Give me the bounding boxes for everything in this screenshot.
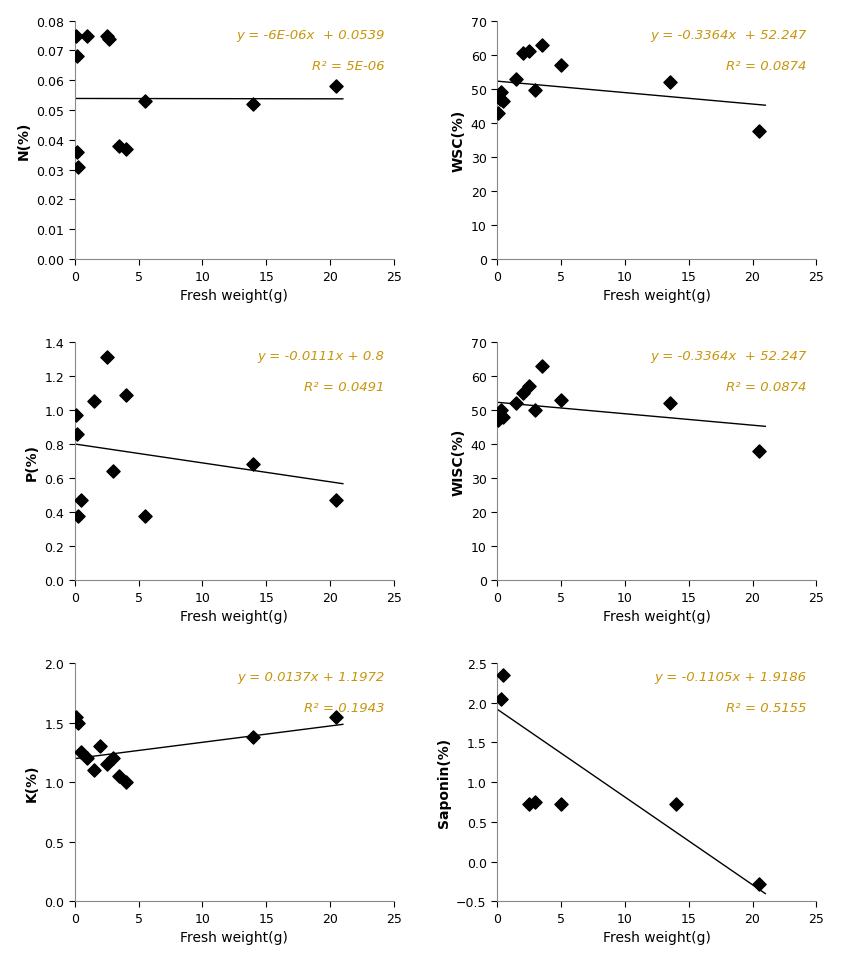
- Text: R² = 0.5155: R² = 0.5155: [727, 702, 807, 714]
- Y-axis label: P(%): P(%): [24, 443, 39, 480]
- Point: [492, 106, 505, 121]
- Point: [138, 508, 151, 524]
- Point: [535, 37, 548, 53]
- Point: [119, 775, 132, 790]
- Point: [535, 358, 548, 374]
- Point: [669, 797, 683, 812]
- Point: [119, 387, 132, 403]
- Point: [495, 86, 508, 101]
- X-axis label: Fresh weight(g): Fresh weight(g): [603, 930, 711, 945]
- Point: [71, 160, 85, 175]
- Point: [70, 50, 83, 65]
- Y-axis label: WSC(%): WSC(%): [451, 110, 465, 172]
- Point: [529, 795, 542, 810]
- Point: [69, 709, 82, 725]
- Point: [497, 409, 510, 425]
- Point: [103, 32, 116, 47]
- Point: [113, 769, 126, 784]
- Point: [492, 413, 505, 429]
- Point: [522, 44, 536, 60]
- Point: [81, 751, 94, 766]
- Point: [510, 396, 523, 411]
- Point: [81, 29, 94, 44]
- Point: [510, 72, 523, 87]
- X-axis label: Fresh weight(g): Fresh weight(g): [180, 288, 288, 303]
- Point: [87, 394, 101, 409]
- Point: [554, 393, 568, 408]
- Point: [71, 715, 85, 730]
- Point: [246, 729, 260, 745]
- Point: [246, 457, 260, 473]
- Text: y = -0.3364x  + 52.247: y = -0.3364x + 52.247: [651, 29, 807, 41]
- Point: [330, 709, 343, 725]
- Point: [493, 409, 506, 425]
- Text: y = -0.0111x + 0.8: y = -0.0111x + 0.8: [257, 350, 384, 362]
- Y-axis label: Saponin(%): Saponin(%): [436, 737, 451, 827]
- Point: [69, 407, 82, 423]
- Point: [663, 75, 676, 90]
- Point: [330, 493, 343, 508]
- Point: [87, 763, 101, 778]
- Point: [522, 379, 536, 394]
- Point: [106, 751, 119, 766]
- Point: [522, 797, 536, 812]
- X-axis label: Fresh weight(g): Fresh weight(g): [603, 288, 711, 303]
- Point: [93, 739, 107, 754]
- Text: R² = 5E-06: R² = 5E-06: [312, 60, 384, 73]
- Point: [516, 385, 529, 401]
- X-axis label: Fresh weight(g): Fresh weight(g): [180, 930, 288, 945]
- Text: y = -0.3364x  + 52.247: y = -0.3364x + 52.247: [651, 350, 807, 362]
- Point: [100, 29, 114, 44]
- Point: [71, 145, 84, 160]
- Point: [752, 125, 765, 140]
- Text: R² = 0.0491: R² = 0.0491: [304, 381, 384, 394]
- Point: [106, 464, 119, 480]
- Point: [752, 876, 765, 892]
- Point: [497, 94, 510, 110]
- Point: [516, 46, 529, 62]
- Point: [100, 350, 114, 365]
- Point: [752, 444, 765, 459]
- Point: [138, 94, 151, 110]
- Point: [529, 403, 542, 418]
- Point: [330, 80, 343, 95]
- Point: [529, 84, 542, 99]
- Point: [554, 59, 568, 74]
- Point: [495, 691, 508, 706]
- Text: y = -6E-06x  + 0.0539: y = -6E-06x + 0.0539: [236, 29, 384, 41]
- Point: [495, 403, 508, 418]
- Y-axis label: K(%): K(%): [24, 764, 39, 801]
- Point: [554, 797, 568, 812]
- Point: [119, 142, 132, 158]
- Y-axis label: WISC(%): WISC(%): [451, 428, 465, 495]
- Text: y = -0.1105x + 1.9186: y = -0.1105x + 1.9186: [655, 671, 807, 683]
- Y-axis label: N(%): N(%): [17, 122, 30, 160]
- Point: [113, 139, 126, 155]
- Text: R² = 0.0874: R² = 0.0874: [727, 381, 807, 394]
- Point: [493, 92, 506, 108]
- Text: y = 0.0137x + 1.1972: y = 0.0137x + 1.1972: [237, 671, 384, 683]
- Point: [71, 508, 85, 524]
- X-axis label: Fresh weight(g): Fresh weight(g): [603, 609, 711, 624]
- Point: [74, 745, 87, 760]
- Point: [246, 97, 260, 112]
- Point: [70, 427, 83, 442]
- Point: [663, 396, 676, 411]
- Text: R² = 0.1943: R² = 0.1943: [304, 702, 384, 714]
- Text: R² = 0.0874: R² = 0.0874: [727, 60, 807, 73]
- Point: [497, 668, 510, 683]
- Point: [69, 29, 82, 44]
- Point: [74, 493, 87, 508]
- Point: [100, 756, 114, 772]
- X-axis label: Fresh weight(g): Fresh weight(g): [180, 609, 288, 624]
